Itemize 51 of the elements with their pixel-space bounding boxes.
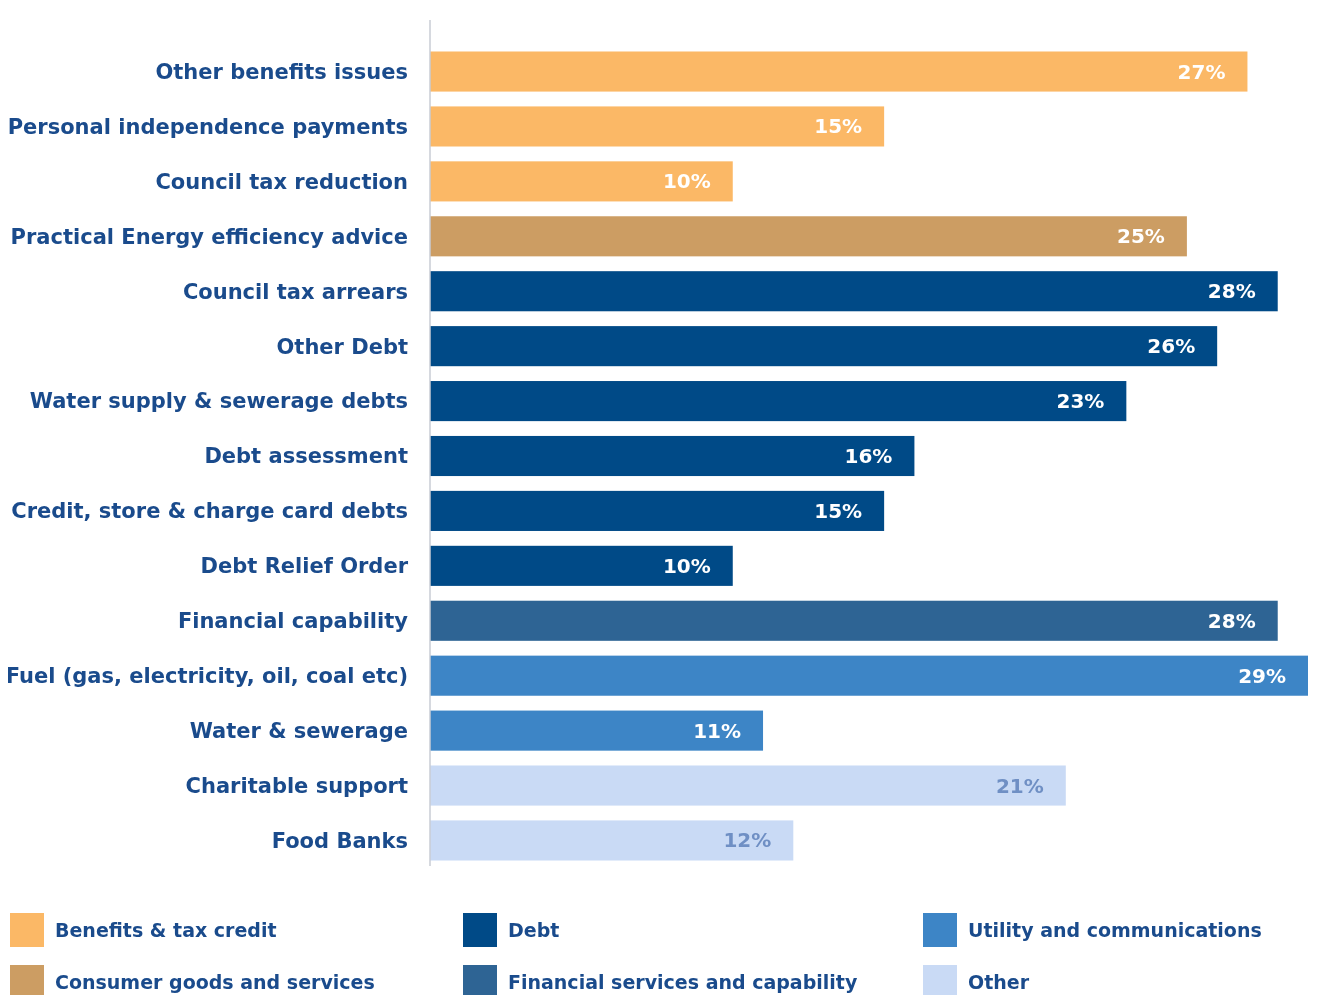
y-tick-label: Fuel (gas, electricity, oil, coal etc) (5, 664, 408, 689)
bar (430, 765, 1066, 806)
bar (430, 216, 1187, 257)
legend-label: Financial services and capability (508, 970, 858, 993)
data-label: 10% (662, 553, 711, 578)
bar (430, 655, 1308, 696)
y-tick-label: Debt Relief Order (200, 554, 409, 579)
bar (430, 161, 733, 202)
data-label: 12% (723, 828, 772, 853)
data-label: 25% (1117, 224, 1165, 249)
bar (430, 106, 885, 147)
bar (430, 51, 1248, 92)
data-label: 10% (662, 169, 711, 194)
legend-label: Consumer goods and services (55, 970, 375, 993)
data-label: 26% (1147, 334, 1196, 359)
bar (430, 271, 1278, 312)
data-label: 29% (1238, 663, 1286, 688)
data-label: 15% (814, 114, 863, 139)
data-label: 28% (1207, 608, 1256, 633)
y-tick-label: Water supply & sewerage debts (29, 389, 408, 414)
y-tick-label: Water & sewerage (189, 718, 408, 743)
y-tick-label: Credit, store & charge card debts (11, 499, 408, 524)
legend-label: Debt (508, 918, 560, 941)
data-label: 23% (1056, 389, 1105, 414)
y-tick-label: Other Debt (276, 334, 408, 359)
data-label: 27% (1177, 59, 1226, 84)
data-label: 21% (995, 773, 1044, 798)
y-tick-label: Charitable support (185, 773, 408, 798)
bar (430, 435, 915, 477)
bar (430, 710, 764, 751)
data-label: 16% (844, 444, 893, 468)
y-tick-label: Food Banks (271, 828, 408, 853)
bar (430, 600, 1278, 641)
y-tick-label: Council tax arrears (182, 279, 408, 304)
bar (430, 820, 794, 861)
data-label: 11% (693, 718, 742, 743)
y-tick-label: Other benefits issues (155, 59, 408, 84)
bar (430, 381, 1127, 422)
data-label: 15% (814, 498, 863, 523)
legend-label: Benefits & tax credit (55, 918, 277, 941)
y-tick-label: Personal independence payments (7, 114, 408, 139)
data-label: 28% (1207, 279, 1256, 304)
legend-label: Utility and communications (968, 918, 1262, 941)
y-tick-label: Practical Energy efficiency advice (10, 224, 408, 249)
bar (430, 545, 733, 586)
bar (430, 326, 1218, 367)
legend-label: Other (968, 970, 1030, 993)
y-tick-label: Financial capability (177, 609, 409, 634)
y-tick-label: Debt assessment (204, 444, 408, 469)
bar (430, 490, 885, 531)
y-tick-label: Council tax reduction (155, 169, 408, 194)
